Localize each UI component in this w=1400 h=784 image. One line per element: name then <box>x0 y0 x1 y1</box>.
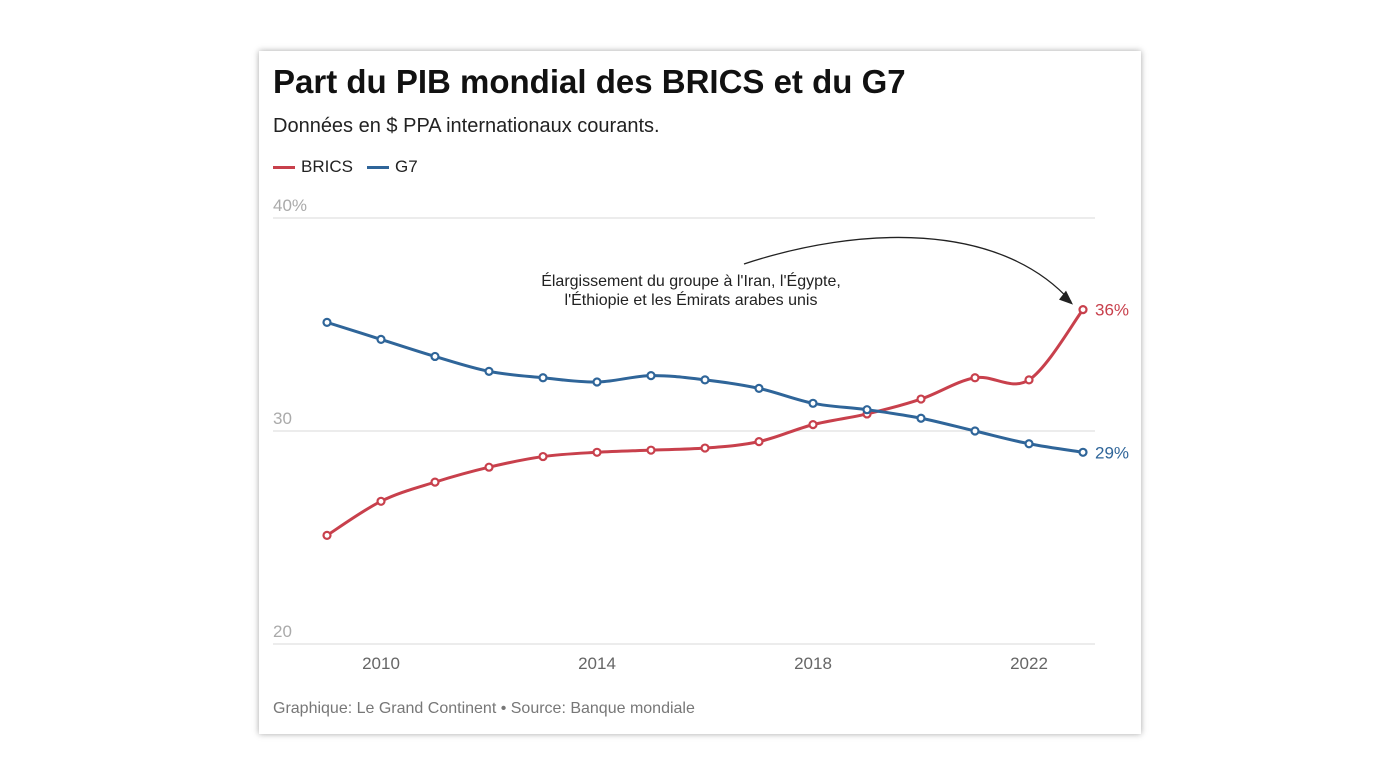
data-point-brics <box>484 462 494 472</box>
data-point-brics <box>1078 304 1088 315</box>
end-label-g7: 29% <box>1095 443 1129 462</box>
data-point-g7 <box>592 377 602 387</box>
legend: BRICS G7 <box>273 157 418 177</box>
data-point-g7 <box>538 373 548 383</box>
legend-item-g7: G7 <box>366 157 418 177</box>
legend-label-g7: G7 <box>394 157 418 176</box>
data-point-brics <box>916 394 926 404</box>
annotation-text: Élargissement du groupe à l'Iran, l'Égyp… <box>541 271 841 290</box>
data-point-brics <box>538 451 548 462</box>
y-tick-label: 40% <box>273 196 307 215</box>
data-point-brics <box>322 530 332 540</box>
data-point-brics <box>430 477 440 487</box>
data-point-brics <box>646 445 656 455</box>
x-tick-label: 2018 <box>794 654 832 673</box>
legend-label-brics: BRICS <box>301 157 353 176</box>
y-tick-label: 20 <box>273 622 292 641</box>
y-tick-label: 30 <box>273 409 292 428</box>
line-chart: 20 30 40% 2010 2014 2018 2022 36% 29% Élargisseme… <box>273 196 1129 673</box>
data-point-g7 <box>808 398 818 408</box>
data-point-g7 <box>700 375 710 385</box>
data-point-g7 <box>376 334 386 345</box>
data-point-brics <box>700 443 710 453</box>
annotation-arrow <box>743 236 1072 303</box>
data-point-brics <box>592 447 602 457</box>
x-tick-label: 2014 <box>578 654 616 673</box>
data-point-g7 <box>970 426 980 436</box>
data-point-g7 <box>916 413 926 423</box>
data-point-g7 <box>754 383 764 393</box>
end-label-brics: 36% <box>1095 301 1129 320</box>
data-point-brics <box>376 496 386 506</box>
data-point-g7 <box>1078 447 1088 457</box>
data-point-g7 <box>646 371 656 381</box>
data-point-g7 <box>484 366 494 376</box>
chart-title: Part du PIB mondial des BRICS et du G7 <box>273 63 906 100</box>
annotation-text: l'Éthiopie et les Émirats arabes unis <box>565 290 818 309</box>
data-point-g7 <box>862 405 872 415</box>
chart-subtitle: Données en $ PPA internationaux courants… <box>273 115 660 137</box>
legend-swatch-g7 <box>366 165 389 169</box>
data-point-brics <box>1024 375 1034 385</box>
data-point-brics <box>970 373 980 383</box>
data-point-brics <box>808 420 818 430</box>
chart-card: Part du PIB mondial des BRICS et du G7 D… <box>259 51 1141 734</box>
series-line-brics <box>326 308 1085 537</box>
data-point-g7 <box>430 351 440 362</box>
data-point-g7 <box>1024 439 1034 449</box>
x-tick-label: 2022 <box>1010 654 1048 673</box>
arrowhead-icon <box>1059 290 1073 305</box>
data-point-brics <box>754 437 764 447</box>
legend-swatch-brics <box>273 165 295 169</box>
source-note: Graphique: Le Grand Continent • Source: … <box>273 700 695 717</box>
series-line-g7 <box>326 320 1084 454</box>
legend-item-brics: BRICS <box>273 157 353 177</box>
data-point-g7 <box>322 317 332 327</box>
x-tick-label: 2010 <box>362 654 400 673</box>
